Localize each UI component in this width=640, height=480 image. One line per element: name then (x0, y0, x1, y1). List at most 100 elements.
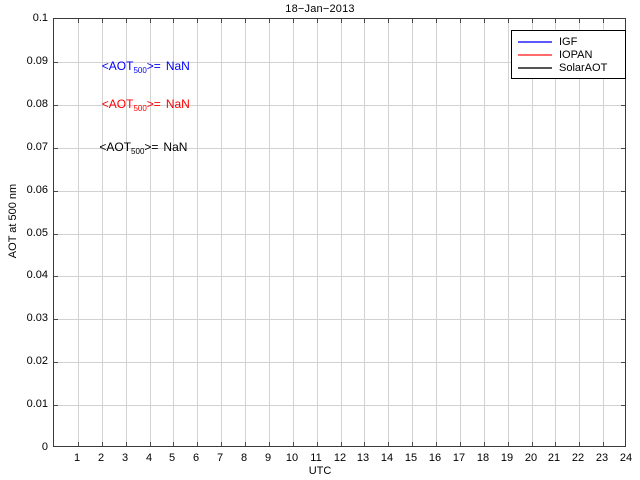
y-tick-label: 0.08 (26, 98, 48, 110)
y-tick-mark (54, 191, 58, 192)
x-tick-mark (341, 442, 342, 446)
x-tick-mark-top (197, 19, 198, 23)
x-tick-label: 20 (524, 452, 538, 464)
legend-label: SolarAOT (559, 61, 608, 74)
annotation-prefix: <AOT (101, 97, 134, 112)
x-tick-mark-top (579, 19, 580, 23)
chart-legend: IGF IOPAN SolarAOT (511, 30, 626, 79)
grid-layer (54, 19, 625, 446)
x-tick-mark-top (293, 19, 294, 23)
legend-item-solaraot[interactable]: SolarAOT (518, 61, 619, 74)
x-tick-label: 4 (145, 452, 153, 464)
x-tick-label: 10 (285, 452, 299, 464)
x-tick-mark (460, 442, 461, 446)
x-tick-mark-top (126, 19, 127, 23)
y-tick-mark-right (621, 148, 625, 149)
x-tick-label: 17 (452, 452, 466, 464)
annotation-mean-aot-igf: <AOT500>= NaN (102, 58, 190, 75)
y-tick-mark (54, 276, 58, 277)
annotation-suffix: >= (146, 58, 161, 73)
x-tick-mark (317, 442, 318, 446)
x-tick-mark-top (173, 19, 174, 23)
gridline-vertical (126, 19, 127, 446)
x-tick-mark-top (150, 19, 151, 23)
x-tick-mark (126, 442, 127, 446)
x-tick-mark-top (508, 19, 509, 23)
x-tick-mark (412, 442, 413, 446)
y-tick-mark (54, 148, 58, 149)
annotation-value: NaN (165, 97, 190, 112)
x-tick-label: 21 (547, 452, 561, 464)
y-tick-mark-right (621, 362, 625, 363)
x-tick-label: 6 (192, 452, 200, 464)
gridline-vertical (221, 19, 222, 446)
x-tick-label: 13 (356, 452, 370, 464)
y-tick-label: 0.1 (32, 12, 48, 24)
gridline-vertical (102, 19, 103, 446)
x-tick-label: 12 (333, 452, 347, 464)
gridline-vertical (364, 19, 365, 446)
legend-label: IGF (559, 35, 578, 48)
x-tick-mark (293, 442, 294, 446)
x-tick-mark (508, 442, 509, 446)
gridline-vertical (603, 19, 604, 446)
x-tick-label: 5 (168, 452, 176, 464)
legend-line-swatch (518, 66, 552, 69)
y-tick-mark-right (621, 105, 625, 106)
gridline-vertical (579, 19, 580, 446)
annotation-subscript: 500 (133, 65, 147, 75)
x-tick-mark-top (364, 19, 365, 23)
gridline-vertical (197, 19, 198, 446)
x-tick-label: 11 (310, 452, 322, 464)
gridline-horizontal (54, 362, 625, 363)
x-tick-mark (484, 442, 485, 446)
x-tick-label: 3 (121, 452, 129, 464)
x-tick-label: 18 (476, 452, 490, 464)
gridline-vertical (150, 19, 151, 446)
gridline-vertical (388, 19, 389, 446)
y-tick-label: 0 (41, 441, 48, 453)
y-axis-label: AOT at 500 nm (7, 183, 19, 259)
gridline-vertical (341, 19, 342, 446)
x-tick-mark-top (532, 19, 533, 23)
x-tick-mark (78, 442, 79, 446)
gridline-vertical (555, 19, 556, 446)
gridline-horizontal (54, 405, 625, 406)
legend-item-iopan[interactable]: IOPAN (518, 48, 619, 61)
x-tick-label: 16 (428, 452, 442, 464)
y-tick-label: 0.02 (26, 355, 48, 367)
x-tick-label: 8 (240, 452, 248, 464)
y-tick-label: 0.09 (26, 55, 48, 67)
gridline-vertical (508, 19, 509, 446)
y-axis-tick-labels: 0 0.01 0.02 0.03 0.04 0.05 0.06 0.07 0.08 0.09 0.1 (0, 0, 48, 480)
annotation-prefix: <AOT (99, 140, 132, 155)
x-tick-mark (364, 442, 365, 446)
x-tick-mark (197, 442, 198, 446)
x-tick-mark (388, 442, 389, 446)
y-tick-mark-right (621, 405, 625, 406)
x-tick-mark (555, 442, 556, 446)
annotation-suffix: >= (146, 97, 161, 112)
x-tick-mark-top (555, 19, 556, 23)
x-tick-mark-top (221, 19, 222, 23)
x-tick-label: 22 (571, 452, 585, 464)
y-tick-mark (54, 62, 58, 63)
y-tick-mark (54, 105, 58, 106)
x-tick-label: 1 (73, 452, 81, 464)
gridline-vertical (245, 19, 246, 446)
x-tick-mark-top (484, 19, 485, 23)
x-tick-mark (245, 442, 246, 446)
y-tick-label: 0.01 (26, 398, 48, 410)
y-tick-mark (54, 405, 58, 406)
x-tick-mark-top (317, 19, 318, 23)
legend-item-igf[interactable]: IGF (518, 35, 619, 48)
x-tick-mark-top (245, 19, 246, 23)
annotation-value: NaN (163, 140, 188, 155)
legend-line-swatch (518, 40, 552, 43)
y-tick-mark (54, 234, 58, 235)
plot-area: <AOT500>= NaN <AOT500>= NaN <AOT500>= NaN (53, 18, 626, 447)
y-tick-mark-right (621, 191, 625, 192)
gridline-horizontal (54, 234, 625, 235)
x-tick-mark-top (603, 19, 604, 23)
annotation-mean-aot-solaraot: <AOT500>= NaN (99, 140, 188, 156)
